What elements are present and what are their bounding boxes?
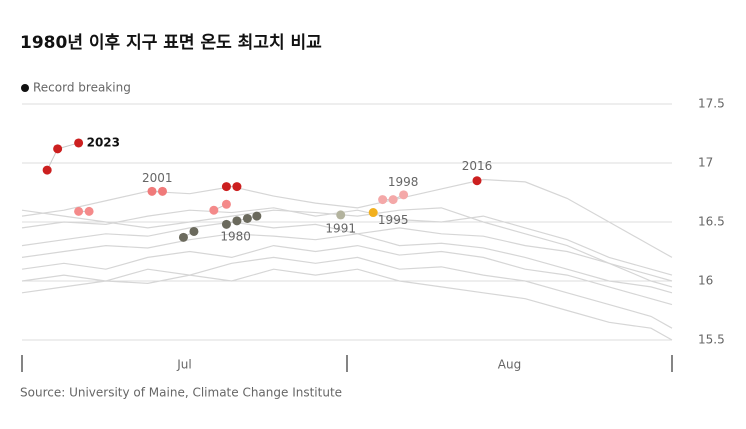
record-label: 1980	[220, 229, 251, 243]
record-point	[147, 186, 157, 196]
record-point	[84, 206, 94, 216]
record-point	[399, 190, 409, 200]
background-line	[21, 207, 673, 276]
record-label: 1991	[325, 221, 356, 235]
record-point	[209, 205, 219, 215]
y-tick-label: 17	[698, 156, 713, 170]
x-month-label: Jul	[176, 358, 191, 372]
record-point	[74, 138, 84, 148]
legend-label: Record breaking	[33, 81, 131, 95]
x-month-label: Aug	[498, 358, 521, 372]
record-point	[157, 186, 167, 196]
record-point	[74, 206, 84, 216]
background-line	[21, 244, 673, 306]
y-tick-label: 17.5	[698, 97, 725, 111]
record-point	[472, 176, 482, 186]
record-label: 1995	[378, 213, 409, 227]
record-point	[232, 182, 242, 192]
y-tick-label: 16	[698, 274, 713, 288]
record-label: 2023	[87, 135, 120, 149]
record-point	[388, 195, 398, 205]
background-line	[21, 178, 673, 258]
background-line	[21, 268, 673, 341]
record-point	[178, 232, 188, 242]
y-tick-label: 15.5	[698, 333, 725, 347]
y-tick-label: 16.5	[698, 215, 725, 229]
record-point	[232, 216, 242, 226]
background-line	[21, 233, 673, 294]
background-line	[21, 256, 673, 329]
record-point	[221, 182, 231, 192]
record-label: 2001	[142, 171, 173, 185]
record-point	[221, 199, 231, 209]
legend-dot	[21, 84, 29, 92]
record-point	[242, 213, 252, 223]
record-point	[53, 144, 63, 154]
record-point	[252, 211, 262, 221]
record-line	[226, 215, 257, 225]
record-label: 2016	[462, 159, 493, 173]
record-point	[368, 208, 378, 218]
record-line	[46, 142, 79, 171]
background-line	[21, 207, 673, 288]
record-point	[336, 210, 346, 220]
record-point	[378, 195, 388, 205]
record-point	[189, 226, 199, 236]
record-point	[221, 219, 231, 229]
source: Source: University of Maine, Climate Cha…	[20, 386, 342, 400]
chart-title: 1980년 이후 지구 표면 온도 최고치 비교	[20, 32, 322, 53]
record-point	[42, 165, 52, 175]
record-label: 1998	[388, 175, 419, 189]
